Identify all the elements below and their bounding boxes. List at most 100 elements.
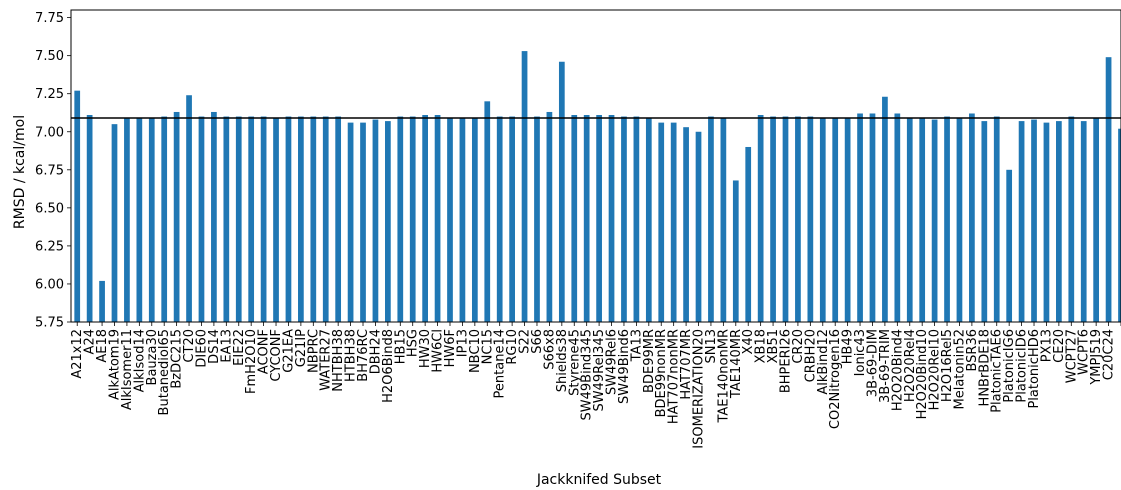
- bar-YMPJ519: [1093, 118, 1099, 322]
- bar-WATER27: [323, 117, 329, 322]
- bar-3B-69-TRIM: [882, 97, 888, 322]
- y-tick-label: 7.00: [35, 125, 64, 140]
- bar-HB49: [845, 118, 851, 322]
- bar-SW49Bind6: [621, 117, 627, 322]
- bar-Pentane14: [497, 117, 503, 322]
- bar-H2O20Rel4: [907, 118, 913, 322]
- bar-C20C24: [1106, 57, 1112, 322]
- bar-HAT707MR: [683, 127, 689, 322]
- y-tick-label: 6.75: [35, 163, 64, 178]
- bar-EA13: [223, 117, 229, 322]
- bar-XB51: [770, 117, 776, 322]
- bar-Styrene45: [571, 115, 577, 322]
- y-tick-label: 5.75: [35, 316, 64, 331]
- bar-TAE140MR: [733, 180, 739, 322]
- bar-PlatonicHD6: [1031, 120, 1037, 322]
- bar-NHTBH38: [335, 117, 341, 322]
- bar-HNBrBDE18: [981, 121, 987, 322]
- bar-Melatonin52: [957, 118, 963, 322]
- bar-PlatonicIG6: [1006, 170, 1012, 322]
- bar-CE20: [1056, 121, 1062, 322]
- bar-ISOMERIZATION20: [696, 132, 702, 322]
- bar-CR20: [795, 117, 801, 322]
- bar-AlkIsod14: [136, 118, 142, 322]
- bar-NBPRC: [310, 117, 316, 322]
- bar-AlkBind12: [820, 118, 826, 322]
- y-axis-title: RMSD / kcal/mol: [12, 115, 28, 229]
- bar-HW30: [422, 115, 428, 322]
- y-axis-ticks: 5.75 6.00 6.25 6.50 6.75 7.00 7.25 7.50 7.75: [35, 11, 71, 330]
- bar-S22: [522, 51, 528, 322]
- bar-CYCONF: [273, 118, 279, 322]
- y-tick-label: 7.50: [35, 49, 64, 64]
- bar-BzDC215: [174, 112, 180, 322]
- bar-A21x12: [74, 91, 80, 322]
- bar-SW49Rel345: [596, 115, 602, 322]
- bar-H2O20Bind10: [919, 118, 925, 322]
- bar-WCPT6: [1081, 121, 1087, 322]
- y-tick-label: 7.25: [35, 87, 64, 102]
- bar-DBH24: [373, 120, 379, 322]
- x-tick-labels: A21x12A24AE18AlkAtom19AlkIsomer11AlkIsod…: [70, 322, 1121, 449]
- bar-SW49Bind345: [584, 115, 590, 322]
- y-tick-label: 7.75: [35, 11, 64, 26]
- bar-HW6Cl: [435, 115, 441, 322]
- bar-ACONF: [261, 117, 267, 322]
- bar-CO2Nitrogen16: [832, 118, 838, 322]
- bar-HB15: [397, 117, 403, 322]
- bar-Butanediol65: [161, 117, 167, 322]
- bar-TAE140nonMR: [721, 118, 727, 322]
- bar-NC15: [484, 101, 490, 322]
- bar-TA13: [634, 117, 640, 322]
- bar-BHPERI26: [783, 117, 789, 322]
- bar-FmH2O10: [248, 117, 254, 322]
- bar-PlatonicID6: [1019, 121, 1025, 322]
- bar-AE18: [99, 281, 105, 322]
- bar-BH76RC: [360, 123, 366, 322]
- bar-AlkAtom19: [112, 124, 118, 322]
- bar-HTBH38: [348, 123, 354, 322]
- bar-DS14: [211, 112, 217, 322]
- bar-PlatonicTAE6: [994, 117, 1000, 322]
- y-tick-label: 6.25: [35, 239, 64, 254]
- bar-NBC10: [472, 118, 478, 322]
- bar-H2O20Bind4: [894, 113, 900, 322]
- bar-Ionic43: [857, 113, 863, 322]
- bar-BDE99MR: [646, 118, 652, 322]
- bar-WCPT27: [1068, 117, 1074, 322]
- bar-3B-69-DIM: [870, 113, 876, 322]
- bar-S66: [534, 117, 540, 322]
- bar-A24: [87, 115, 93, 322]
- bar-H2O16Rel5: [944, 117, 950, 322]
- x-axis-title: Jackknifed Subset: [536, 472, 662, 488]
- bar-G21EA: [286, 117, 292, 322]
- bar-AlkIsomer11: [124, 118, 130, 322]
- bar-BDE99nonMR: [658, 123, 664, 322]
- bar-PX13: [1044, 123, 1050, 322]
- bar-H2O6Bind8: [385, 121, 391, 322]
- bar-CT20: [186, 95, 192, 322]
- bar-H2O20Rel10: [932, 120, 938, 322]
- bar-CRBH20: [807, 117, 813, 322]
- bar-RG10: [509, 117, 515, 322]
- bar-HSG: [410, 117, 416, 322]
- bar-IP13: [460, 118, 466, 322]
- y-tick-label: 6.00: [35, 277, 64, 292]
- bar-Bauza30: [149, 118, 155, 322]
- bar-HW6F: [447, 118, 453, 322]
- plot-area: [71, 10, 1121, 322]
- bar-SW49Rel6: [609, 115, 615, 322]
- bar-HAT707nonMR: [671, 123, 677, 322]
- x-tick-label: C20C24: [1102, 329, 1117, 380]
- bar-G21IP: [298, 117, 304, 322]
- bar-XB18: [758, 115, 764, 322]
- bar-S66x8: [547, 112, 553, 322]
- bar-BSR36: [969, 113, 975, 322]
- y-tick-label: 6.50: [35, 201, 64, 216]
- bar-DIE60: [199, 117, 205, 322]
- bar-EIE22: [236, 117, 242, 322]
- bar-Shields38: [559, 62, 565, 322]
- bar-SN13: [708, 117, 714, 322]
- bar-X40: [745, 147, 751, 322]
